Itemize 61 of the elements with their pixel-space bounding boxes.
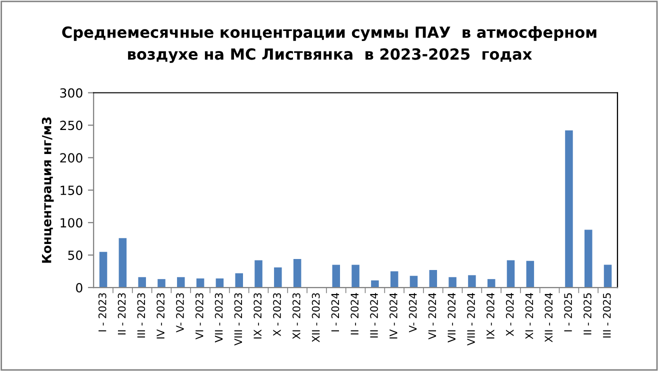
y-tick-label: 250: [60, 120, 82, 130]
x-tick-label: VI - 2023: [195, 293, 204, 340]
bar: [293, 258, 302, 288]
bar: [410, 276, 418, 288]
x-tick-label: IV - 2024: [389, 292, 398, 338]
x-tick-label: XII - 2024: [544, 292, 553, 342]
x-tick-label: VIII - 2023: [234, 293, 242, 346]
bar: [177, 277, 185, 288]
y-tick-label: 200: [60, 153, 82, 163]
x-tick-label: II - 2024: [350, 292, 359, 334]
x-tick-label: IX - 2023: [254, 293, 262, 338]
x-tick-label: V- 2023: [176, 293, 184, 332]
bar: [274, 267, 282, 288]
y-tick-label: 0: [76, 282, 82, 292]
bar: [138, 277, 146, 288]
x-tick-label: VII - 2024: [448, 292, 456, 342]
x-tick-label: VII - 2023: [214, 293, 223, 342]
bar: [429, 270, 438, 288]
bar: [371, 280, 379, 288]
y-axis-title: Концентрация нг/м3: [42, 117, 54, 263]
x-tick-label: VI - 2024: [428, 292, 436, 340]
x-tick-label: III - 2025: [602, 293, 611, 338]
bar: [216, 278, 224, 288]
bar: [506, 260, 515, 288]
x-tick-label: IX - 2024: [486, 292, 494, 338]
x-tick-label: VIII - 2024: [467, 292, 475, 346]
y-tick-label: 300: [60, 88, 82, 98]
bar: [584, 230, 592, 288]
bar: [565, 130, 573, 288]
x-tick-label: XI - 2023: [292, 293, 300, 340]
x-tick-label: I - 2025: [564, 293, 572, 332]
y-tick-label: 50: [68, 250, 82, 260]
x-tick-label: III - 2024: [370, 292, 378, 338]
x-tick-label: X - 2024: [506, 292, 514, 336]
x-tick-label: XII - 2023: [312, 293, 320, 342]
x-tick-label: IV - 2023: [156, 293, 165, 338]
bar: [526, 260, 534, 288]
chart-title: Среднемесячные концентрации суммы ПАУ в атмосферном воздухе на МС Листвянка в 2023-2025 годах: [62, 26, 596, 63]
bar: [254, 260, 262, 288]
x-tick-label: II - 2023: [118, 293, 126, 334]
bar: [390, 271, 398, 288]
bar: [352, 264, 360, 288]
x-tick-label: III - 2023: [137, 293, 146, 338]
y-tick-label: 100: [60, 218, 82, 228]
bar: [604, 264, 612, 288]
y-tick-label: 150: [60, 186, 82, 196]
bar: [118, 238, 127, 288]
bar: [448, 277, 456, 288]
x-tick-label: X - 2023: [273, 293, 281, 336]
bar: [468, 275, 476, 288]
x-tick-label: XI - 2024: [525, 292, 534, 340]
bar: [332, 264, 340, 288]
bar: [487, 279, 496, 288]
x-tick-label: II - 2025: [584, 293, 592, 334]
x-tick-label: I - 2024: [331, 292, 340, 332]
x-tick-label: V- 2024: [408, 292, 417, 332]
x-tick-label: I - 2023: [98, 293, 106, 332]
bar: [235, 273, 243, 288]
bar: [158, 279, 166, 288]
bar: [196, 278, 204, 288]
bar: [99, 252, 108, 288]
